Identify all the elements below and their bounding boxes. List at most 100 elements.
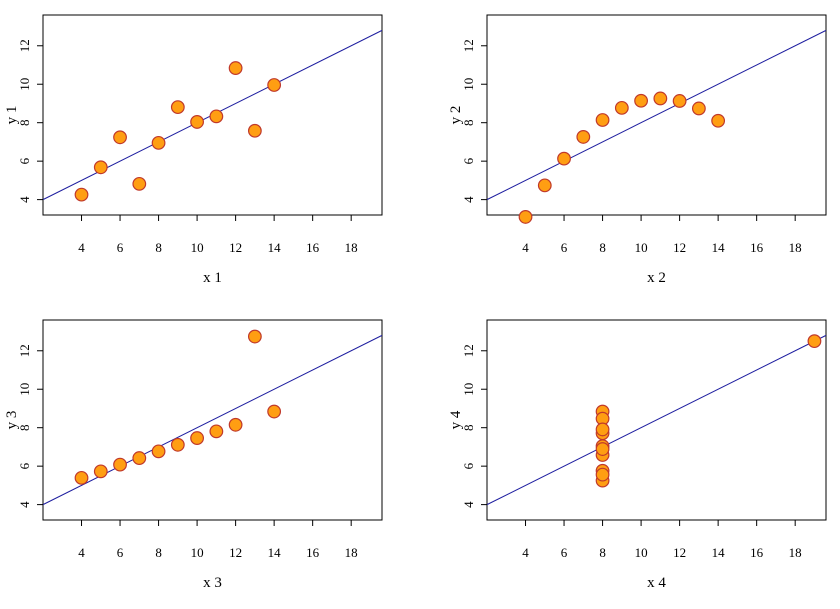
data-point — [634, 93, 648, 108]
x-tick-label: 6 — [561, 545, 568, 560]
scatter-panel-1: 4 6 8 10 12 14 16 18 4 6 8 10 12 x 1 y 1 — [4, 14, 383, 286]
y-tick-label: 12 — [461, 39, 476, 52]
x-axis-title: x 2 — [647, 270, 666, 286]
x-tick-label: 8 — [599, 545, 606, 560]
data-point — [691, 101, 706, 116]
x-tick-label: 10 — [191, 240, 204, 255]
data-point — [595, 442, 610, 456]
data-point — [595, 113, 610, 127]
y-tick-label: 4 — [461, 501, 476, 508]
data-point — [132, 451, 147, 465]
y-tick-label: 12 — [461, 344, 476, 357]
data-point — [93, 160, 108, 175]
y-tick-label: 10 — [461, 383, 476, 396]
data-point — [113, 130, 127, 145]
data-point — [209, 109, 224, 124]
x-tick-label: 12 — [229, 545, 242, 560]
data-point — [576, 130, 591, 144]
x-tick-label: 16 — [750, 545, 764, 560]
data-point — [614, 100, 629, 115]
data-point — [170, 437, 185, 452]
data-point — [711, 113, 726, 128]
x-tick-label: 4 — [522, 545, 529, 560]
x-tick-label: 6 — [561, 240, 568, 255]
x-tick-label: 18 — [345, 240, 358, 255]
plot-frame — [486, 319, 827, 521]
x-tick-label: 8 — [155, 545, 162, 560]
y-tick-label: 10 — [461, 78, 476, 91]
x-tick-label: 10 — [191, 545, 204, 560]
x-tick-label: 14 — [268, 545, 282, 560]
y-axis-title: y 1 — [4, 106, 20, 125]
plot-frame — [42, 14, 383, 216]
data-point — [209, 424, 224, 439]
x-tick-label: 4 — [522, 240, 529, 255]
scatter-panel-3: 4 6 8 10 12 14 16 18 4 6 8 10 12 x 3 y 3 — [4, 319, 383, 591]
x-tick-label: 6 — [117, 240, 124, 255]
y-tick-label: 12 — [17, 344, 32, 357]
y-axis-title: y 4 — [448, 410, 464, 429]
x-tick-label: 10 — [635, 545, 648, 560]
y-tick-label: 4 — [17, 196, 32, 203]
y-tick-label: 8 — [17, 119, 32, 126]
data-point — [267, 78, 282, 92]
y-tick-label: 8 — [17, 424, 32, 431]
x-tick-label: 14 — [712, 545, 726, 560]
x-tick-label: 8 — [155, 240, 162, 255]
y-axis-title: y 3 — [4, 411, 20, 430]
y-tick-label: 6 — [461, 462, 476, 469]
scatter-panel-4: 4 6 8 10 12 14 16 18 4 6 8 10 12 x 4 y 4 — [448, 319, 827, 591]
data-point — [132, 176, 147, 191]
y-tick-label: 10 — [17, 78, 32, 91]
data-point — [247, 329, 262, 344]
data-point — [557, 151, 571, 166]
x-tick-label: 18 — [789, 240, 802, 255]
data-point — [93, 464, 108, 479]
x-tick-label: 16 — [306, 240, 320, 255]
data-point — [807, 334, 822, 349]
x-tick-label: 12 — [229, 240, 242, 255]
x-tick-label: 12 — [673, 545, 686, 560]
y-tick-label: 8 — [461, 424, 476, 431]
data-point — [228, 417, 243, 432]
data-point — [190, 431, 204, 445]
data-point — [113, 457, 127, 472]
x-tick-label: 18 — [789, 545, 802, 560]
scatter-panel-2: 4 6 8 10 12 14 16 18 4 6 8 10 12 x 2 y 2 — [448, 14, 827, 286]
data-point — [74, 187, 89, 202]
regression-line — [43, 334, 382, 506]
data-point — [170, 100, 185, 115]
y-tick-label: 10 — [17, 383, 32, 396]
plot-frame — [486, 14, 827, 216]
x-axis-title: x 1 — [203, 270, 222, 286]
data-point — [672, 94, 687, 108]
plot-frame — [42, 319, 383, 521]
y-tick-label: 6 — [17, 462, 32, 469]
data-point — [151, 444, 166, 459]
x-tick-label: 4 — [78, 545, 85, 560]
y-tick-label: 4 — [461, 196, 476, 203]
y-axis-title: y 2 — [448, 106, 464, 125]
x-tick-label: 10 — [635, 240, 648, 255]
y-tick-label: 12 — [17, 39, 32, 52]
x-tick-label: 14 — [268, 240, 282, 255]
data-point — [537, 178, 552, 193]
x-tick-label: 12 — [673, 240, 686, 255]
x-tick-label: 6 — [117, 545, 124, 560]
y-tick-label: 6 — [17, 157, 32, 164]
x-tick-label: 4 — [78, 240, 85, 255]
data-point — [228, 61, 243, 75]
data-point — [247, 123, 262, 138]
data-point — [653, 91, 668, 106]
y-tick-label: 4 — [17, 501, 32, 508]
data-point — [74, 470, 89, 485]
data-point — [595, 422, 610, 437]
data-point — [190, 115, 204, 129]
x-axis-title: x 4 — [647, 575, 666, 591]
regression-line — [487, 334, 826, 506]
y-tick-label: 8 — [461, 119, 476, 126]
x-tick-label: 8 — [599, 240, 606, 255]
data-point — [518, 210, 533, 224]
data-point — [595, 467, 610, 482]
